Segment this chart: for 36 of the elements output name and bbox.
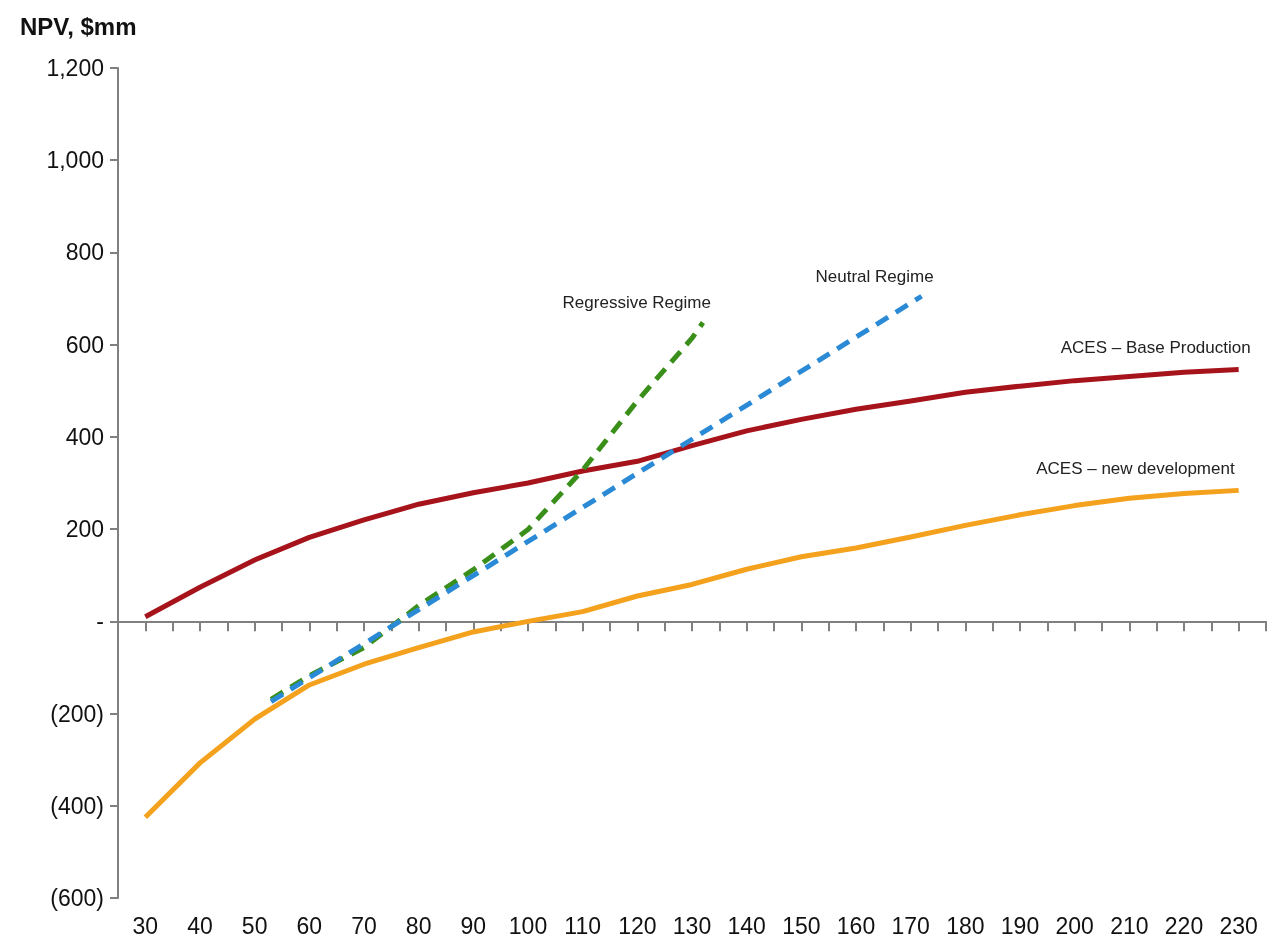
x-tick-label: 140 [727, 912, 766, 937]
x-tick-label: 100 [508, 912, 548, 937]
y-tick-label: (600) [50, 885, 104, 911]
y-tick-label: 800 [65, 239, 104, 266]
series-label: Regressive Regime [562, 293, 711, 313]
x-tick-label: 190 [1000, 912, 1040, 937]
x-tick-label: 220 [1164, 912, 1204, 937]
y-tick-label: - [96, 608, 104, 635]
y-tick-label: 400 [65, 423, 104, 450]
x-tick-label: 60 [296, 912, 323, 937]
series-label: ACES – new development [1036, 458, 1235, 478]
x-tick-label: 90 [460, 912, 487, 937]
x-tick-label: 120 [618, 912, 657, 937]
x-tick-label: 170 [891, 912, 930, 937]
x-tick-label: 80 [405, 912, 432, 937]
y-tick-label: 1,200 [46, 55, 104, 81]
x-tick-label: 50 [241, 912, 268, 937]
x-tick-label: 150 [782, 912, 821, 937]
y-axis-title: NPV, $mm [20, 12, 137, 40]
y-tick-label: 600 [65, 331, 104, 358]
x-tick-label: 180 [946, 912, 985, 937]
series-label: Neutral Regime [815, 266, 934, 286]
y-tick-label: 200 [65, 516, 104, 543]
y-tick-label: (200) [50, 700, 104, 727]
x-tick-label: 30 [132, 912, 159, 937]
x-tick-label: 210 [1110, 912, 1149, 937]
x-tick-label: 110 [564, 912, 601, 937]
x-tick-label: 160 [836, 912, 876, 937]
y-tick-label: (400) [50, 792, 104, 819]
y-tick-label: 1,000 [46, 147, 104, 174]
x-tick-label: 200 [1055, 912, 1094, 937]
series-label: ACES – Base Production [1060, 338, 1251, 358]
x-tick-label: 70 [351, 912, 377, 937]
x-tick-label: 130 [672, 912, 712, 937]
x-tick-label: 230 [1219, 912, 1258, 937]
x-tick-label: 40 [187, 912, 213, 937]
